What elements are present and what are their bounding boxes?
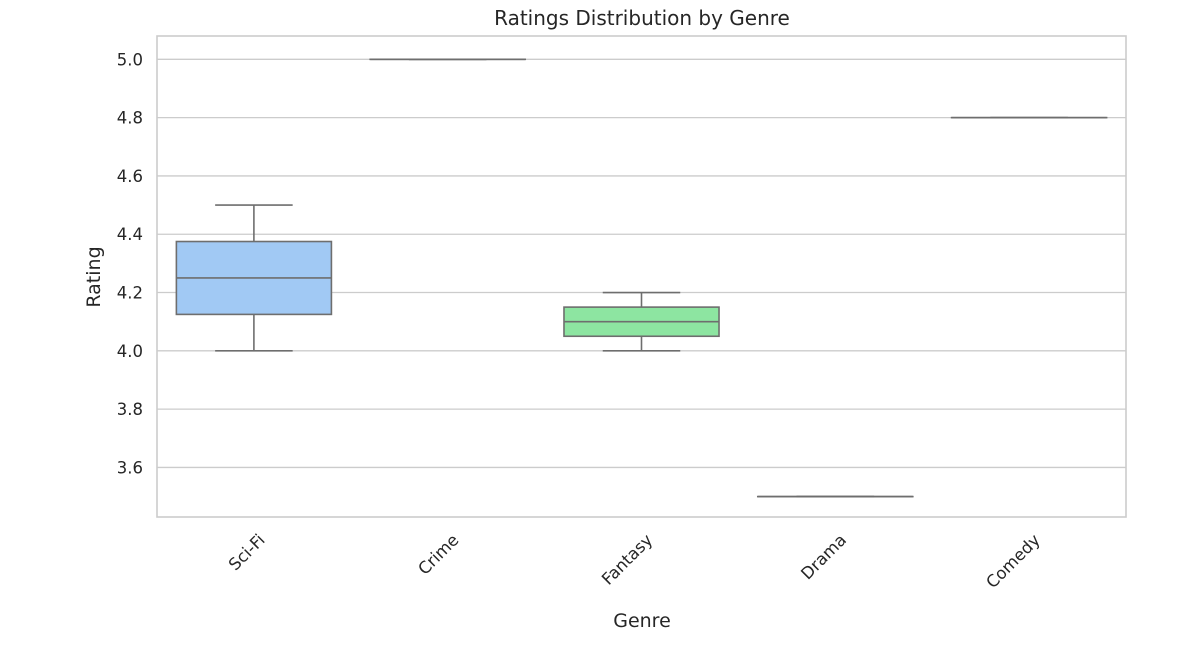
chart-title: Ratings Distribution by Genre [494, 6, 790, 30]
x-tick-label: Comedy [982, 530, 1044, 592]
x-tick-label: Sci-Fi [225, 530, 269, 574]
x-tick-label: Fantasy [598, 530, 656, 588]
plot-frame [156, 35, 1127, 518]
y-tick-label: 3.6 [117, 458, 143, 477]
x-tick-label: Drama [797, 530, 850, 583]
y-tick-label: 4.2 [117, 284, 143, 303]
y-tick-label: 4.8 [117, 109, 143, 128]
y-tick-labels: 3.6 3.8 4.0 4.2 4.4 4.6 4.8 5.0 [117, 50, 143, 477]
y-tick-label: 3.8 [117, 400, 143, 419]
box-fantasy [563, 291, 720, 352]
y-axis-label: Rating [83, 246, 105, 307]
boxes [175, 58, 1108, 498]
y-tick-label: 4.6 [117, 167, 143, 186]
y-tick-label: 5.0 [117, 50, 143, 69]
x-tick-label: Crime [414, 530, 462, 578]
y-tick-label: 4.0 [117, 342, 143, 361]
x-tick-labels: Sci-Fi Crime Fantasy Drama Comedy [225, 530, 1044, 592]
x-axis-label: Genre [613, 610, 671, 632]
y-tick-label: 4.4 [117, 225, 143, 244]
box-sci-fi [175, 204, 333, 352]
